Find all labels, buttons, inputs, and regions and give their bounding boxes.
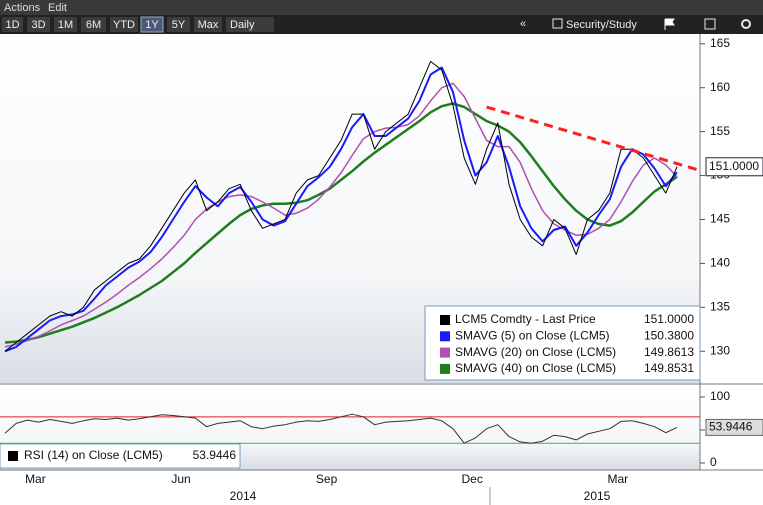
rsi-line bbox=[4, 413, 678, 444]
menu-bar bbox=[0, 0, 763, 15]
tool-label[interactable]: Security/Study bbox=[566, 19, 637, 31]
legend-label: SMAVG (20) on Close (LCM5) bbox=[455, 345, 616, 359]
y-tick-label: 165 bbox=[710, 36, 730, 50]
y-tick-label: 0 bbox=[710, 455, 717, 469]
collapse-icon[interactable]: « bbox=[520, 18, 526, 30]
study-icon bbox=[552, 18, 563, 29]
frequency-button[interactable] bbox=[226, 17, 274, 32]
year-label: 2015 bbox=[584, 489, 611, 503]
y-tick-label: 100 bbox=[710, 389, 730, 403]
y-tick-label: 135 bbox=[710, 300, 730, 314]
period-label[interactable]: 6M bbox=[86, 19, 101, 31]
y-tick-label: 160 bbox=[710, 80, 730, 94]
edit-icon[interactable] bbox=[704, 18, 716, 30]
period-label[interactable]: 3D bbox=[31, 19, 45, 31]
y-tick-label: 130 bbox=[710, 343, 730, 357]
legend-swatch bbox=[8, 451, 18, 461]
y-tick-label: 155 bbox=[710, 124, 730, 138]
legend-value: 149.8531 bbox=[644, 361, 694, 375]
period-button[interactable] bbox=[81, 17, 106, 32]
x-tick-label: Mar bbox=[25, 472, 46, 486]
legend-value: 150.3800 bbox=[644, 328, 694, 342]
period-button[interactable] bbox=[27, 17, 50, 32]
trendline bbox=[486, 105, 700, 172]
x-tick-label: Mar bbox=[607, 472, 628, 486]
menu-item[interactable]: Actions bbox=[4, 2, 41, 14]
period-button[interactable] bbox=[194, 17, 222, 32]
legend-swatch bbox=[440, 315, 450, 325]
legend-label: SMAVG (40) on Close (LCM5) bbox=[455, 361, 616, 375]
period-button[interactable] bbox=[140, 16, 164, 33]
y-tick-label: 140 bbox=[710, 256, 730, 270]
settings-icon[interactable] bbox=[741, 19, 751, 29]
legend-swatch bbox=[440, 331, 450, 342]
series-line bbox=[4, 60, 678, 352]
period-label[interactable]: Max bbox=[198, 19, 219, 31]
x-tick-label: Jun bbox=[171, 472, 190, 486]
period-label[interactable]: YTD bbox=[113, 19, 135, 31]
legend-box bbox=[424, 305, 701, 381]
series-line bbox=[4, 66, 678, 353]
period-label[interactable]: 1M bbox=[58, 19, 73, 31]
period-button[interactable] bbox=[54, 17, 77, 32]
legend-label: SMAVG (5) on Close (LCM5) bbox=[455, 328, 609, 342]
series-line bbox=[4, 82, 678, 348]
period-button[interactable] bbox=[167, 17, 190, 32]
x-tick-label: Sep bbox=[316, 472, 338, 486]
series-line bbox=[4, 102, 678, 344]
legend-value: 53.9446 bbox=[193, 448, 237, 462]
period-label[interactable]: 1D bbox=[5, 19, 19, 31]
period-button[interactable] bbox=[110, 17, 138, 32]
legend-value: 151.0000 bbox=[644, 312, 694, 326]
legend-box bbox=[0, 443, 241, 469]
frequency-label[interactable]: Daily bbox=[230, 19, 255, 31]
last-value-tag bbox=[705, 157, 763, 177]
flag-icon[interactable] bbox=[664, 18, 675, 30]
legend-swatch bbox=[440, 363, 450, 374]
period-button[interactable] bbox=[2, 17, 23, 32]
last-value-tag bbox=[705, 418, 763, 436]
last-value-label: 53.9446 bbox=[709, 420, 753, 434]
legend-label: LCM5 Comdty - Last Price bbox=[455, 312, 596, 326]
period-label[interactable]: 1Y bbox=[145, 19, 159, 31]
period-label[interactable]: 5Y bbox=[172, 19, 186, 31]
legend-value: 149.8613 bbox=[644, 345, 694, 359]
menu-item[interactable]: Edit bbox=[48, 2, 67, 14]
toolbar bbox=[0, 15, 763, 34]
y-tick-label: 145 bbox=[710, 212, 730, 226]
x-tick-label: Dec bbox=[462, 472, 483, 486]
last-value-label: 151.0000 bbox=[709, 159, 759, 173]
year-label: 2014 bbox=[230, 489, 257, 503]
legend-label: RSI (14) on Close (LCM5) bbox=[24, 448, 163, 462]
legend-swatch bbox=[440, 347, 450, 358]
